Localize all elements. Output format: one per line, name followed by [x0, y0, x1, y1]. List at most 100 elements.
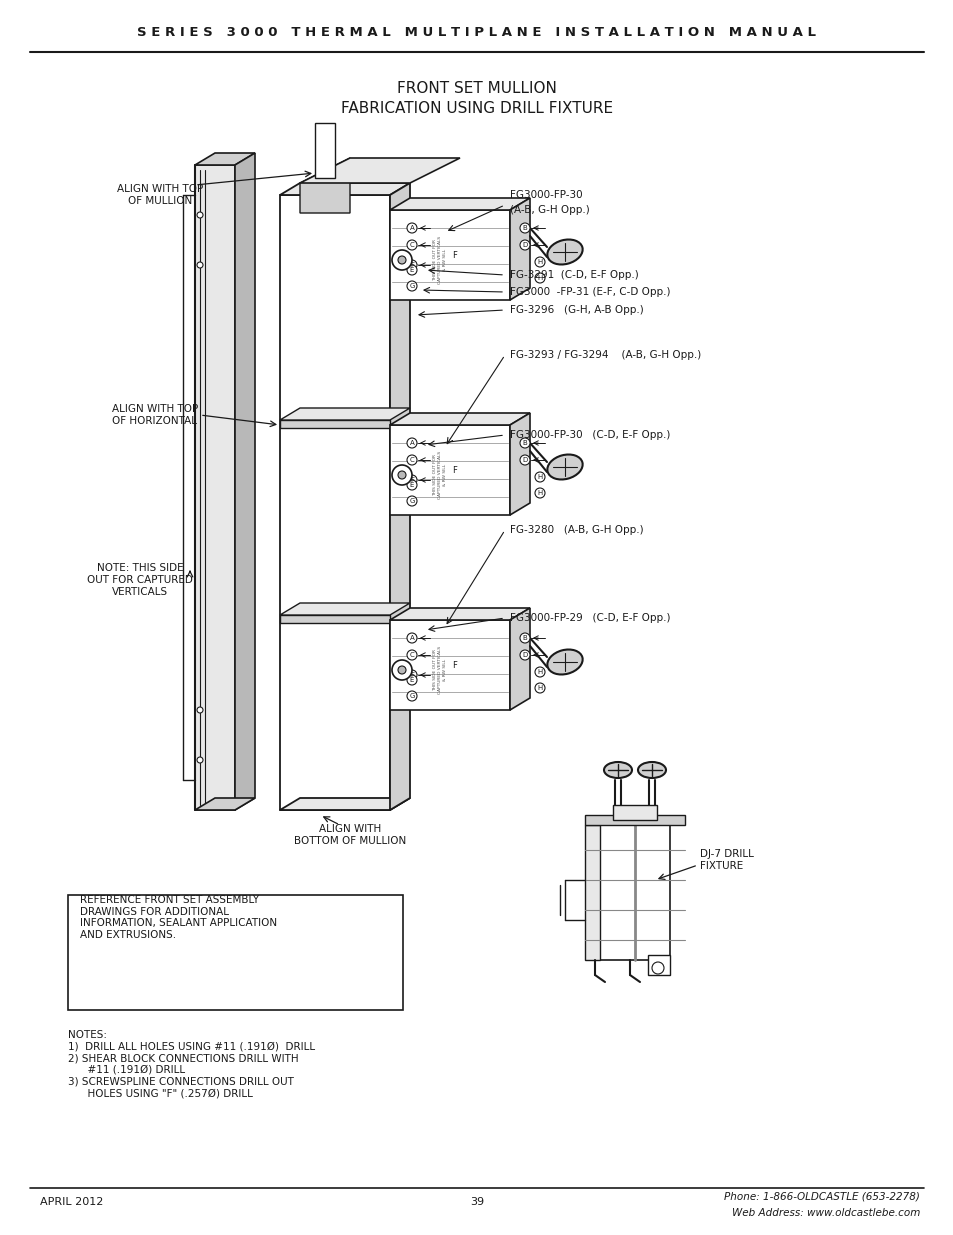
Polygon shape — [234, 153, 254, 810]
Ellipse shape — [407, 496, 416, 506]
Polygon shape — [584, 815, 684, 825]
Text: C: C — [409, 242, 414, 248]
Text: F: F — [410, 262, 414, 268]
Ellipse shape — [407, 261, 416, 270]
Polygon shape — [280, 195, 390, 810]
Polygon shape — [299, 158, 459, 183]
Polygon shape — [280, 183, 410, 195]
Ellipse shape — [407, 475, 416, 485]
Polygon shape — [613, 805, 657, 820]
Ellipse shape — [547, 650, 582, 674]
Text: NOTE: THIS SIDE
OUT FOR CAPTURED
VERTICALS: NOTE: THIS SIDE OUT FOR CAPTURED VERTICA… — [87, 563, 193, 597]
Ellipse shape — [535, 683, 544, 693]
Polygon shape — [299, 158, 350, 212]
Text: FG3000-FP-30: FG3000-FP-30 — [510, 190, 582, 200]
Polygon shape — [280, 798, 410, 810]
Text: FG-3280   (A-B, G-H Opp.): FG-3280 (A-B, G-H Opp.) — [510, 525, 643, 535]
Text: (A-B, G-H Opp.): (A-B, G-H Opp.) — [510, 205, 589, 215]
Text: F: F — [410, 672, 414, 678]
Polygon shape — [314, 124, 335, 178]
Ellipse shape — [407, 480, 416, 490]
Text: B: B — [522, 225, 527, 231]
Text: E: E — [410, 267, 414, 273]
Text: C: C — [409, 652, 414, 658]
Polygon shape — [510, 608, 530, 710]
Text: D: D — [522, 457, 527, 463]
Text: S E R I E S   3 0 0 0   T H E R M A L   M U L T I P L A N E   I N S T A L L A T : S E R I E S 3 0 0 0 T H E R M A L M U L … — [137, 26, 816, 38]
Text: FG-3291  (C-D, E-F Opp.): FG-3291 (C-D, E-F Opp.) — [510, 270, 639, 280]
Text: FG-3293 / FG-3294    (A-B, G-H Opp.): FG-3293 / FG-3294 (A-B, G-H Opp.) — [510, 350, 700, 359]
Polygon shape — [510, 412, 530, 515]
Text: H: H — [537, 669, 542, 676]
Text: A: A — [409, 225, 414, 231]
Text: H: H — [537, 490, 542, 496]
Text: B: B — [522, 440, 527, 446]
Polygon shape — [194, 165, 234, 810]
Bar — [68, 895, 402, 1010]
Text: Phone: 1-866-OLDCASTLE (653-2278): Phone: 1-866-OLDCASTLE (653-2278) — [723, 1192, 919, 1202]
Ellipse shape — [407, 692, 416, 701]
Ellipse shape — [603, 762, 631, 778]
Polygon shape — [280, 420, 390, 429]
Text: FABRICATION USING DRILL FIXTURE: FABRICATION USING DRILL FIXTURE — [340, 100, 613, 116]
Ellipse shape — [196, 706, 203, 713]
Ellipse shape — [535, 472, 544, 482]
Text: FG3000-FP-30   (C-D, E-F Opp.): FG3000-FP-30 (C-D, E-F Opp.) — [510, 430, 670, 440]
Polygon shape — [194, 798, 254, 810]
Ellipse shape — [651, 962, 663, 974]
Polygon shape — [599, 820, 669, 960]
Polygon shape — [390, 210, 510, 300]
Text: ALIGN WITH TOP
OF HORIZONTAL: ALIGN WITH TOP OF HORIZONTAL — [112, 404, 198, 426]
Ellipse shape — [407, 266, 416, 275]
Ellipse shape — [519, 650, 530, 659]
Text: E: E — [410, 482, 414, 488]
Text: H: H — [537, 474, 542, 480]
Text: DJ-7 DRILL
FIXTURE: DJ-7 DRILL FIXTURE — [700, 850, 753, 871]
Ellipse shape — [407, 454, 416, 466]
Text: FRONT SET MULLION: FRONT SET MULLION — [396, 80, 557, 95]
Text: H: H — [537, 259, 542, 266]
Ellipse shape — [535, 667, 544, 677]
Polygon shape — [390, 183, 410, 810]
Text: NOTES:
1)  DRILL ALL HOLES USING #11 (.191Ø)  DRILL
2) SHEAR BLOCK CONNECTIONS D: NOTES: 1) DRILL ALL HOLES USING #11 (.19… — [68, 1030, 314, 1098]
Text: FG3000  -FP-31 (E-F, C-D Opp.): FG3000 -FP-31 (E-F, C-D Opp.) — [510, 287, 670, 296]
Text: A: A — [409, 440, 414, 446]
Ellipse shape — [638, 762, 665, 778]
Polygon shape — [584, 825, 599, 960]
Polygon shape — [280, 603, 410, 615]
Text: F: F — [410, 477, 414, 483]
Ellipse shape — [519, 454, 530, 466]
Text: THIS SIDE OUT FOR
CAPTURED VERTICALS
& RW SILL: THIS SIDE OUT FOR CAPTURED VERTICALS & R… — [433, 451, 446, 499]
Text: G: G — [409, 693, 415, 699]
Text: Web Address: www.oldcastlebe.com: Web Address: www.oldcastlebe.com — [731, 1208, 919, 1218]
Text: ALIGN WITH TOP
OF MULLION: ALIGN WITH TOP OF MULLION — [117, 184, 203, 206]
Text: G: G — [409, 498, 415, 504]
Polygon shape — [390, 620, 510, 710]
Ellipse shape — [397, 256, 406, 264]
Text: H: H — [537, 685, 542, 692]
Ellipse shape — [407, 671, 416, 680]
Ellipse shape — [519, 438, 530, 448]
Text: C: C — [409, 457, 414, 463]
Polygon shape — [280, 615, 390, 622]
Ellipse shape — [392, 249, 412, 270]
Ellipse shape — [407, 650, 416, 659]
Text: APRIL 2012: APRIL 2012 — [40, 1197, 103, 1207]
Ellipse shape — [407, 224, 416, 233]
Ellipse shape — [196, 262, 203, 268]
Text: D: D — [522, 652, 527, 658]
Text: A: A — [409, 635, 414, 641]
Polygon shape — [510, 198, 530, 300]
Polygon shape — [647, 955, 669, 974]
Polygon shape — [390, 608, 530, 620]
Ellipse shape — [397, 666, 406, 674]
Polygon shape — [390, 425, 510, 515]
Text: H: H — [537, 275, 542, 282]
Polygon shape — [280, 798, 410, 810]
Text: F: F — [452, 661, 456, 669]
Text: 39: 39 — [470, 1197, 483, 1207]
Ellipse shape — [519, 224, 530, 233]
Text: ALIGN WITH
BOTTOM OF MULLION: ALIGN WITH BOTTOM OF MULLION — [294, 824, 406, 846]
Ellipse shape — [392, 659, 412, 680]
Ellipse shape — [407, 282, 416, 291]
